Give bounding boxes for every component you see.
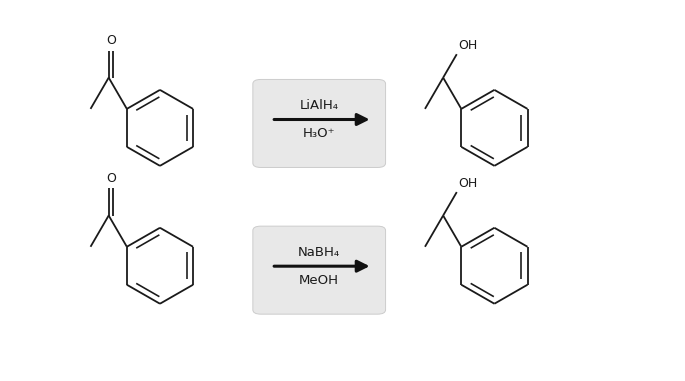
Text: OH: OH — [458, 177, 477, 190]
Text: H₃O⁺: H₃O⁺ — [303, 127, 336, 140]
FancyBboxPatch shape — [253, 80, 386, 168]
Text: MeOH: MeOH — [299, 274, 339, 287]
Text: NaBH₄: NaBH₄ — [298, 246, 340, 259]
Text: O: O — [106, 172, 116, 185]
Text: O: O — [106, 34, 116, 47]
Text: OH: OH — [458, 39, 477, 52]
Text: LiAlH₄: LiAlH₄ — [300, 99, 338, 112]
FancyBboxPatch shape — [253, 226, 386, 314]
